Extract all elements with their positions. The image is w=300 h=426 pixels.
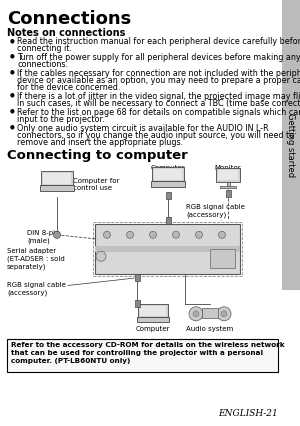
Circle shape xyxy=(221,311,227,317)
Circle shape xyxy=(196,231,202,238)
Bar xyxy=(134,300,140,307)
Text: ●: ● xyxy=(10,38,15,43)
Text: If the cables necessary for connection are not included with the peripheral: If the cables necessary for connection a… xyxy=(17,69,300,78)
Bar xyxy=(140,306,166,316)
Bar xyxy=(220,186,236,188)
Text: ●: ● xyxy=(10,70,15,75)
Text: Only one audio system circuit is available for the AUDIO IN L-R: Only one audio system circuit is availab… xyxy=(17,124,268,133)
Text: RGB signal cable
(accessory): RGB signal cable (accessory) xyxy=(7,282,66,296)
Text: Monitor: Monitor xyxy=(215,165,241,171)
Bar xyxy=(7,339,278,372)
Text: Serial adapter
(ET-ADSER : sold
separately): Serial adapter (ET-ADSER : sold separate… xyxy=(7,248,65,270)
Bar xyxy=(95,224,240,274)
Text: In such cases, it will be necessary to connect a TBC (time base corrector).: In such cases, it will be necessary to c… xyxy=(17,99,300,108)
Text: ●: ● xyxy=(10,109,15,114)
Text: If there is a lot of jitter in the video signal, the projected image may flicker: If there is a lot of jitter in the video… xyxy=(17,92,300,101)
Circle shape xyxy=(193,311,199,317)
Text: Audio system: Audio system xyxy=(186,326,234,332)
Text: Notes on connections: Notes on connections xyxy=(7,28,125,38)
Bar xyxy=(137,317,169,322)
Circle shape xyxy=(217,307,231,321)
Text: ●: ● xyxy=(10,125,15,130)
Bar xyxy=(41,171,73,185)
Circle shape xyxy=(189,307,203,321)
Circle shape xyxy=(103,231,110,238)
Bar xyxy=(218,170,238,180)
Text: RGB signal cable
(accessory): RGB signal cable (accessory) xyxy=(186,204,245,218)
Circle shape xyxy=(149,231,157,238)
Bar xyxy=(95,246,240,252)
Bar xyxy=(154,169,182,180)
Text: connections.: connections. xyxy=(17,60,68,69)
Bar xyxy=(93,222,242,276)
Circle shape xyxy=(127,231,134,238)
Text: remove and insert the appropriate plugs.: remove and insert the appropriate plugs. xyxy=(17,138,183,147)
Bar xyxy=(40,185,74,191)
Text: connectors, so if you change the audio input source, you will need to: connectors, so if you change the audio i… xyxy=(17,131,294,140)
Text: ●: ● xyxy=(10,93,15,98)
Text: Computer for
control use: Computer for control use xyxy=(73,178,119,191)
Text: Connecting to computer: Connecting to computer xyxy=(7,149,188,162)
Text: Getting started: Getting started xyxy=(286,113,296,177)
Text: Computer: Computer xyxy=(151,165,185,171)
Bar xyxy=(216,168,240,182)
Bar xyxy=(134,274,140,281)
Bar xyxy=(151,181,185,187)
Bar xyxy=(166,217,170,225)
Bar xyxy=(202,308,218,318)
Bar xyxy=(226,182,230,186)
Text: Read the instruction manual for each peripheral device carefully before: Read the instruction manual for each per… xyxy=(17,37,300,46)
Text: Turn off the power supply for all peripheral devices before making any: Turn off the power supply for all periph… xyxy=(17,53,300,62)
Bar xyxy=(282,0,300,290)
Text: Refer to the list on page 68 for details on compatible signals which can be: Refer to the list on page 68 for details… xyxy=(17,108,300,117)
Bar xyxy=(43,173,71,184)
Text: device or available as an option, you may need to prepare a proper cable: device or available as an option, you ma… xyxy=(17,76,300,85)
Text: Computer: Computer xyxy=(136,326,170,332)
Bar xyxy=(226,190,230,197)
Text: input to the projector.: input to the projector. xyxy=(17,115,105,124)
Text: connecting it.: connecting it. xyxy=(17,44,72,53)
Text: Refer to the accessory CD-ROM for details on the wireless network
that can be us: Refer to the accessory CD-ROM for detail… xyxy=(11,342,285,364)
Text: ●: ● xyxy=(10,54,15,59)
Bar xyxy=(210,249,235,268)
Bar xyxy=(152,167,184,181)
Circle shape xyxy=(172,231,179,238)
Text: for the device concerned.: for the device concerned. xyxy=(17,83,120,92)
Text: DIN 8-pin
(male): DIN 8-pin (male) xyxy=(27,230,60,244)
Text: ENGLISH-21: ENGLISH-21 xyxy=(218,409,278,418)
Bar xyxy=(166,192,170,199)
Bar xyxy=(138,304,168,317)
Circle shape xyxy=(218,231,226,238)
Circle shape xyxy=(96,251,106,261)
Text: Connections: Connections xyxy=(7,10,131,28)
Circle shape xyxy=(53,231,61,238)
